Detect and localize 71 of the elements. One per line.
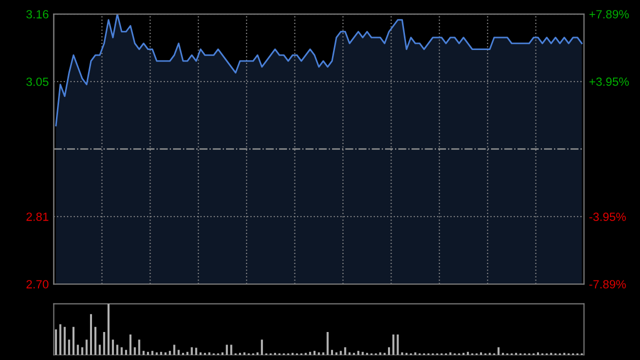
- bar: [449, 352, 452, 355]
- bar: [76, 344, 79, 355]
- bar: [146, 352, 149, 355]
- bar: [414, 352, 416, 355]
- bar: [64, 326, 66, 355]
- bar: [331, 350, 334, 355]
- bar: [178, 350, 180, 355]
- bar: [112, 340, 114, 355]
- bar: [134, 347, 136, 355]
- bar: [396, 334, 399, 355]
- bar: [151, 350, 154, 355]
- bar: [256, 352, 259, 355]
- bar: [340, 350, 342, 355]
- bar: [59, 324, 62, 355]
- bar: [103, 332, 106, 355]
- bar: [200, 352, 202, 355]
- bar: [322, 352, 324, 355]
- bar: [142, 350, 145, 355]
- y-tick-label: 3.16: [26, 10, 48, 18]
- bar: [164, 352, 167, 355]
- bar: [186, 352, 188, 355]
- bar: [388, 347, 390, 355]
- bar: [344, 347, 346, 355]
- bar: [86, 340, 88, 355]
- bar: [401, 352, 404, 355]
- y2-tick-label: -7.89%: [589, 280, 626, 288]
- bar: [116, 344, 118, 355]
- bar: [357, 350, 360, 355]
- bar: [379, 352, 382, 355]
- bar: [480, 352, 482, 355]
- bar: [160, 352, 162, 355]
- bar: [318, 352, 320, 355]
- bar: [362, 352, 364, 355]
- bar: [314, 350, 316, 355]
- bar: [129, 334, 132, 355]
- bar: [72, 326, 74, 355]
- bar: [335, 352, 338, 355]
- bar: [54, 329, 57, 355]
- bar: [168, 350, 171, 355]
- bar: [190, 347, 193, 355]
- y-tick-label: 2.81: [26, 212, 48, 221]
- bar: [94, 326, 96, 355]
- bar: [498, 347, 500, 355]
- bar: [138, 340, 140, 355]
- bar: [226, 344, 228, 355]
- bar: [68, 340, 70, 355]
- y2-tick-label: +7.89%: [589, 10, 629, 18]
- bar: [125, 350, 128, 355]
- y2-tick-label: -3.95%: [589, 212, 626, 222]
- y-tick-label: 3.05: [26, 78, 48, 86]
- bar: [108, 304, 110, 355]
- bar: [326, 332, 329, 355]
- bar: [230, 344, 232, 355]
- bar: [120, 347, 123, 355]
- bar: [260, 340, 263, 355]
- bar: [309, 352, 312, 355]
- bar: [392, 334, 394, 355]
- bar: [156, 352, 158, 355]
- bar: [221, 352, 224, 355]
- bar: [466, 352, 469, 355]
- bar: [208, 352, 210, 355]
- bar: [536, 352, 539, 355]
- bar: [90, 314, 92, 355]
- y2-tick-label: +3.95%: [589, 77, 629, 86]
- bar: [98, 344, 101, 355]
- bar: [81, 347, 84, 355]
- bar: [195, 348, 198, 355]
- bar: [348, 352, 351, 355]
- y-tick-label: 2.70: [26, 280, 48, 288]
- bar: [173, 344, 176, 355]
- bar: [243, 352, 246, 355]
